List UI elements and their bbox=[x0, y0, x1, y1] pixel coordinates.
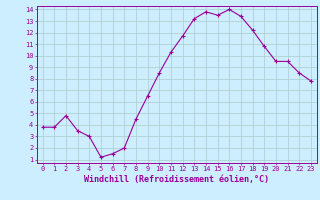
X-axis label: Windchill (Refroidissement éolien,°C): Windchill (Refroidissement éolien,°C) bbox=[84, 175, 269, 184]
